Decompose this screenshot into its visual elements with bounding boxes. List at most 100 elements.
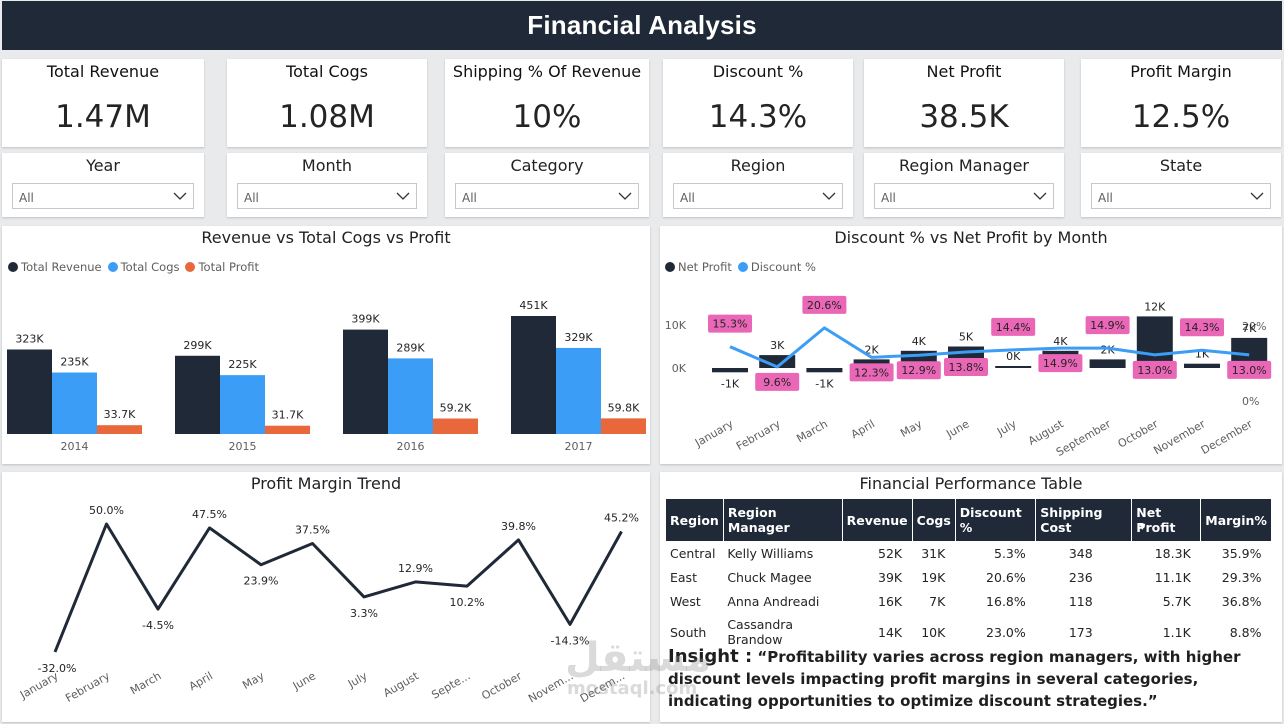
y-tick-label: 10K <box>665 319 687 332</box>
table-row[interactable]: Central Kelly Williams 52K 31K 5.3% 348 18.3K 3… <box>666 541 1272 565</box>
y-tick-label: 0K <box>672 362 687 375</box>
discount-label: 14.9% <box>1043 357 1078 370</box>
slicer-label: State <box>1159 156 1203 175</box>
legend-item[interactable]: Total Cogs <box>107 260 180 274</box>
discount-label: 14.4% <box>996 321 1031 334</box>
table-cell: 20.6% <box>986 569 1026 585</box>
column-header-discount[interactable]: Discount % <box>955 499 1037 541</box>
slicer-label: Year <box>86 156 120 175</box>
column-header-revenue[interactable]: Revenue <box>842 499 913 541</box>
data-label: 323K <box>15 332 44 345</box>
chart-title: Profit Margin Trend <box>250 474 402 493</box>
net-profit-label: 2K <box>864 343 879 356</box>
chart-panel-revenue-cogs-profit: Revenue vs Total Cogs vs Profit Total Re… <box>2 226 650 464</box>
legend-label: Net Profit <box>678 260 732 274</box>
table-row[interactable]: East Chuck Magee 39K 19K 20.6% 236 11.1K 29.3% <box>666 565 1272 589</box>
bar <box>343 329 388 434</box>
column-header-margin[interactable]: Margin% <box>1200 499 1272 541</box>
column-header-region[interactable]: Region <box>666 499 724 541</box>
discount-label: 12.9% <box>901 364 936 377</box>
table-cell: Cassandra Brandow <box>727 617 794 647</box>
chevron-down-icon <box>822 192 836 200</box>
discount-label-box <box>944 358 988 377</box>
table-cell: East <box>670 569 697 585</box>
profit-margin-line <box>53 522 623 653</box>
table-cell: Central <box>670 545 716 561</box>
column-header-shipping-cost[interactable]: Shipping Cost <box>1035 499 1133 541</box>
slicer-dropdown[interactable]: All <box>237 183 417 209</box>
bar <box>265 425 310 434</box>
x-tick-label: April <box>849 417 877 441</box>
discount-label-box <box>1227 360 1272 379</box>
net-profit-label: 12K <box>1144 300 1166 313</box>
table-row[interactable]: West Anna Andreadi 16K 7K 16.8% 118 5.7K 36.8% <box>666 589 1272 613</box>
column-header-net-profit[interactable]: Net Profit ▼ <box>1131 499 1202 541</box>
slicer-dropdown[interactable]: All <box>874 183 1054 209</box>
insight-label: Insight : <box>668 646 753 667</box>
data-label: 12.9% <box>398 562 433 575</box>
legend-label: Total Cogs <box>120 260 180 274</box>
dashboard-title: Financial Analysis <box>527 10 757 40</box>
bar <box>433 418 478 434</box>
x-tick-label: 2015 <box>229 440 257 453</box>
slicer-dropdown[interactable]: All <box>1091 183 1271 209</box>
slicer-dropdown[interactable]: All <box>12 183 194 209</box>
x-tick-label: 2014 <box>61 440 89 453</box>
net-profit-label: 3K <box>770 339 785 352</box>
x-tick-label: April <box>187 669 215 693</box>
slicer-category: Category All <box>445 153 649 217</box>
kpi-label: Discount % <box>712 62 804 81</box>
discount-label: 14.3% <box>1185 321 1220 334</box>
data-label: 50.0% <box>89 504 124 517</box>
table-cell: 7K <box>929 593 946 609</box>
table-cell: 10K <box>921 624 946 640</box>
slicer-dropdown[interactable]: All <box>673 183 843 209</box>
table-cell: 18.3K <box>1154 545 1191 561</box>
kpi-value: 1.08M <box>279 99 375 135</box>
chart-panel-discount-netprofit: Discount % vs Net Profit by Month Net Pr… <box>660 226 1282 464</box>
data-label: 23.9% <box>244 575 279 588</box>
slicer-label: Region <box>730 156 786 175</box>
column-header-cogs[interactable]: Cogs <box>912 499 956 541</box>
x-tick-label: August <box>381 669 421 700</box>
data-label: 235K <box>60 356 89 369</box>
bar <box>97 425 142 434</box>
x-tick-label: 2016 <box>397 440 425 453</box>
x-tick-label: July <box>345 669 370 691</box>
net-profit-label: 7K <box>1242 322 1257 335</box>
data-label: 47.5% <box>192 508 227 521</box>
discount-label-box <box>1180 318 1224 337</box>
table-cell: 36.8% <box>1221 593 1262 609</box>
discount-label-box <box>1132 360 1177 379</box>
x-tick-label: Septe... <box>429 669 472 701</box>
legend-item[interactable]: Discount % <box>737 260 816 274</box>
slicer-value: All <box>19 191 34 205</box>
chevron-down-icon <box>1250 192 1264 200</box>
slicer-dropdown[interactable]: All <box>455 183 639 209</box>
net-profit-bar <box>1184 363 1220 368</box>
table-cell: 39K <box>878 569 903 585</box>
insight-text-block: Insight : “Profitability varies across r… <box>668 646 1278 712</box>
kpi-label: Shipping % Of Revenue <box>452 62 642 81</box>
kpi-card-total-revenue: Total Revenue 1.47M <box>2 59 204 147</box>
x-tick-label: June <box>290 669 318 693</box>
table-row[interactable]: South Cassandra Brandow 14K 10K 23.0% 173 1.1K… <box>666 613 1272 651</box>
table-cell: 236 <box>1068 569 1093 585</box>
kpi-value: 14.3% <box>708 99 808 135</box>
table-cell: 8.8% <box>1229 624 1262 640</box>
column-header-region-manager[interactable]: Region Manager <box>723 499 843 541</box>
discount-label: 13.0% <box>1137 364 1172 377</box>
slicer-value: All <box>881 191 896 205</box>
table-cell: 348 <box>1068 545 1093 561</box>
chevron-down-icon <box>1033 192 1047 200</box>
legend-item[interactable]: Net Profit <box>665 260 732 274</box>
discount-label-box <box>849 363 894 382</box>
chevron-down-icon <box>173 192 187 200</box>
net-profit-label: -1K <box>815 377 834 390</box>
table-cell: 29.3% <box>1221 569 1262 585</box>
data-label: -32.0% <box>38 662 77 675</box>
legend-item[interactable]: Total Revenue <box>8 260 102 274</box>
slicer-value: All <box>244 191 259 205</box>
legend-item[interactable]: Total Profit <box>185 260 259 274</box>
table-cell: 31K <box>921 545 946 561</box>
